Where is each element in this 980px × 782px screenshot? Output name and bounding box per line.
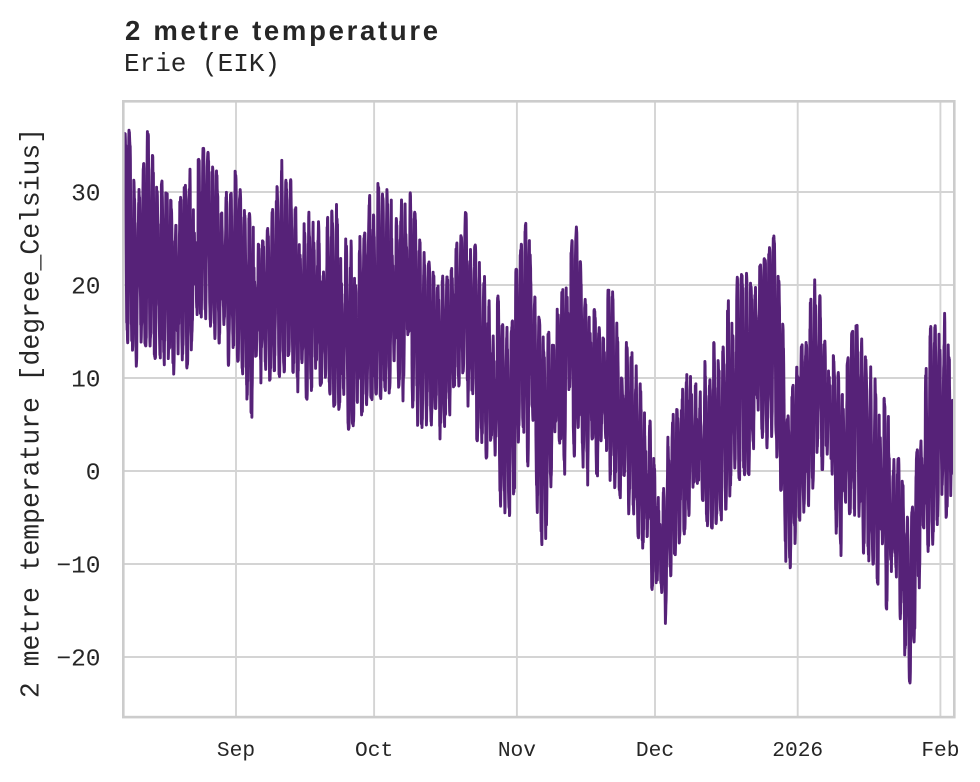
svg-text:2 metre temperature [degree_Ce: 2 metre temperature [degree_Celsius] xyxy=(17,128,47,698)
svg-text:0: 0 xyxy=(86,461,101,488)
svg-text:30: 30 xyxy=(71,182,100,209)
svg-text:20: 20 xyxy=(71,275,100,302)
svg-text:10: 10 xyxy=(71,368,100,395)
svg-text:Oct: Oct xyxy=(355,739,393,763)
svg-text:2026: 2026 xyxy=(772,739,823,763)
svg-text:−20: −20 xyxy=(56,647,100,674)
svg-text:Sep: Sep xyxy=(217,739,255,763)
svg-text:2 metre temperature: 2 metre temperature xyxy=(125,15,441,46)
svg-text:Nov: Nov xyxy=(498,739,536,763)
svg-text:Erie (EIK): Erie (EIK) xyxy=(124,49,280,79)
svg-text:Dec: Dec xyxy=(636,739,674,763)
svg-text:Feb: Feb xyxy=(921,739,959,763)
svg-text:−10: −10 xyxy=(56,554,100,581)
